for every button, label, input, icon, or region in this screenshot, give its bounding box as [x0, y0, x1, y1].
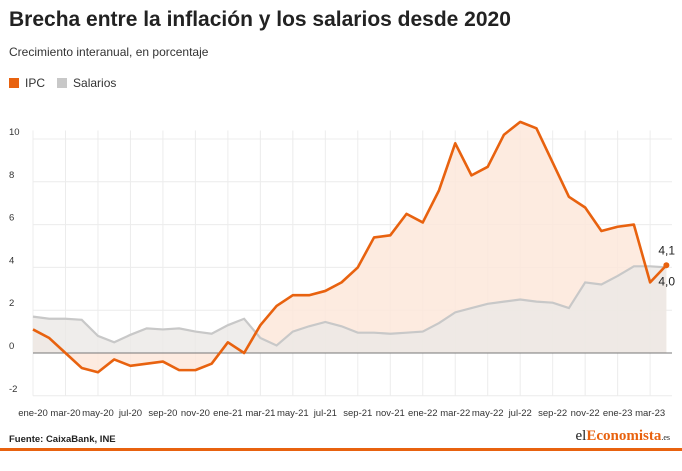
y-tick-label: 8	[9, 170, 14, 181]
bottom-bar	[0, 448, 682, 451]
x-tick-label: may-20	[82, 408, 114, 419]
x-tick-label: mar-20	[50, 408, 80, 419]
x-tick-label: may-22	[472, 408, 504, 419]
y-tick-label: -2	[9, 384, 17, 395]
line-ipc	[32, 120, 668, 374]
legend-swatch-ipc	[9, 78, 19, 88]
x-tick-label: may-21	[277, 408, 309, 419]
x-tick-label: sep-22	[538, 408, 567, 419]
y-tick-label: 4	[9, 255, 14, 266]
legend-label-ipc: IPC	[25, 76, 46, 90]
y-tick-label: 10	[9, 127, 20, 138]
line-salarios	[32, 265, 667, 347]
x-tick-label: jul-22	[508, 408, 532, 419]
chart-subtitle: Crecimiento interanual, en porcentaje	[9, 45, 209, 59]
data-point-ipc	[663, 262, 670, 269]
x-tick-label: sep-21	[343, 408, 372, 419]
y-tick-label: 6	[9, 213, 14, 224]
chart-title: Brecha entre la inflación y los salarios…	[9, 8, 511, 31]
logo: elEconomista.es	[575, 428, 671, 444]
x-tick-label: jul-21	[313, 408, 337, 419]
legend-item-salarios: Salarios	[57, 76, 116, 90]
legend: IPC Salarios	[9, 76, 116, 90]
annotation-ipc: 4,1	[658, 243, 675, 257]
x-tick-label: sep-20	[148, 408, 177, 419]
x-tick-label: mar-22	[440, 408, 470, 419]
x-tick-label: ene-23	[603, 408, 633, 419]
source-note: Fuente: CaixaBank, INE	[9, 434, 116, 445]
legend-swatch-salarios	[57, 78, 68, 88]
annotation-salarios: 4,0	[658, 274, 675, 288]
x-tick-label: ene-22	[408, 408, 438, 419]
x-tick-label: ene-21	[213, 408, 243, 419]
x-tick-label: nov-22	[571, 408, 600, 419]
x-tick-label: mar-23	[635, 408, 665, 419]
y-tick-label: 2	[9, 298, 14, 309]
legend-label-salarios: Salarios	[73, 76, 117, 90]
y-tick-label: 0	[9, 341, 14, 352]
x-tick-label: ene-20	[18, 408, 48, 419]
x-tick-label: jul-20	[118, 408, 142, 419]
legend-item-ipc: IPC	[9, 76, 45, 90]
x-tick-label: nov-20	[181, 408, 210, 419]
x-tick-label: nov-21	[376, 408, 405, 419]
x-tick-label: mar-21	[245, 408, 275, 419]
